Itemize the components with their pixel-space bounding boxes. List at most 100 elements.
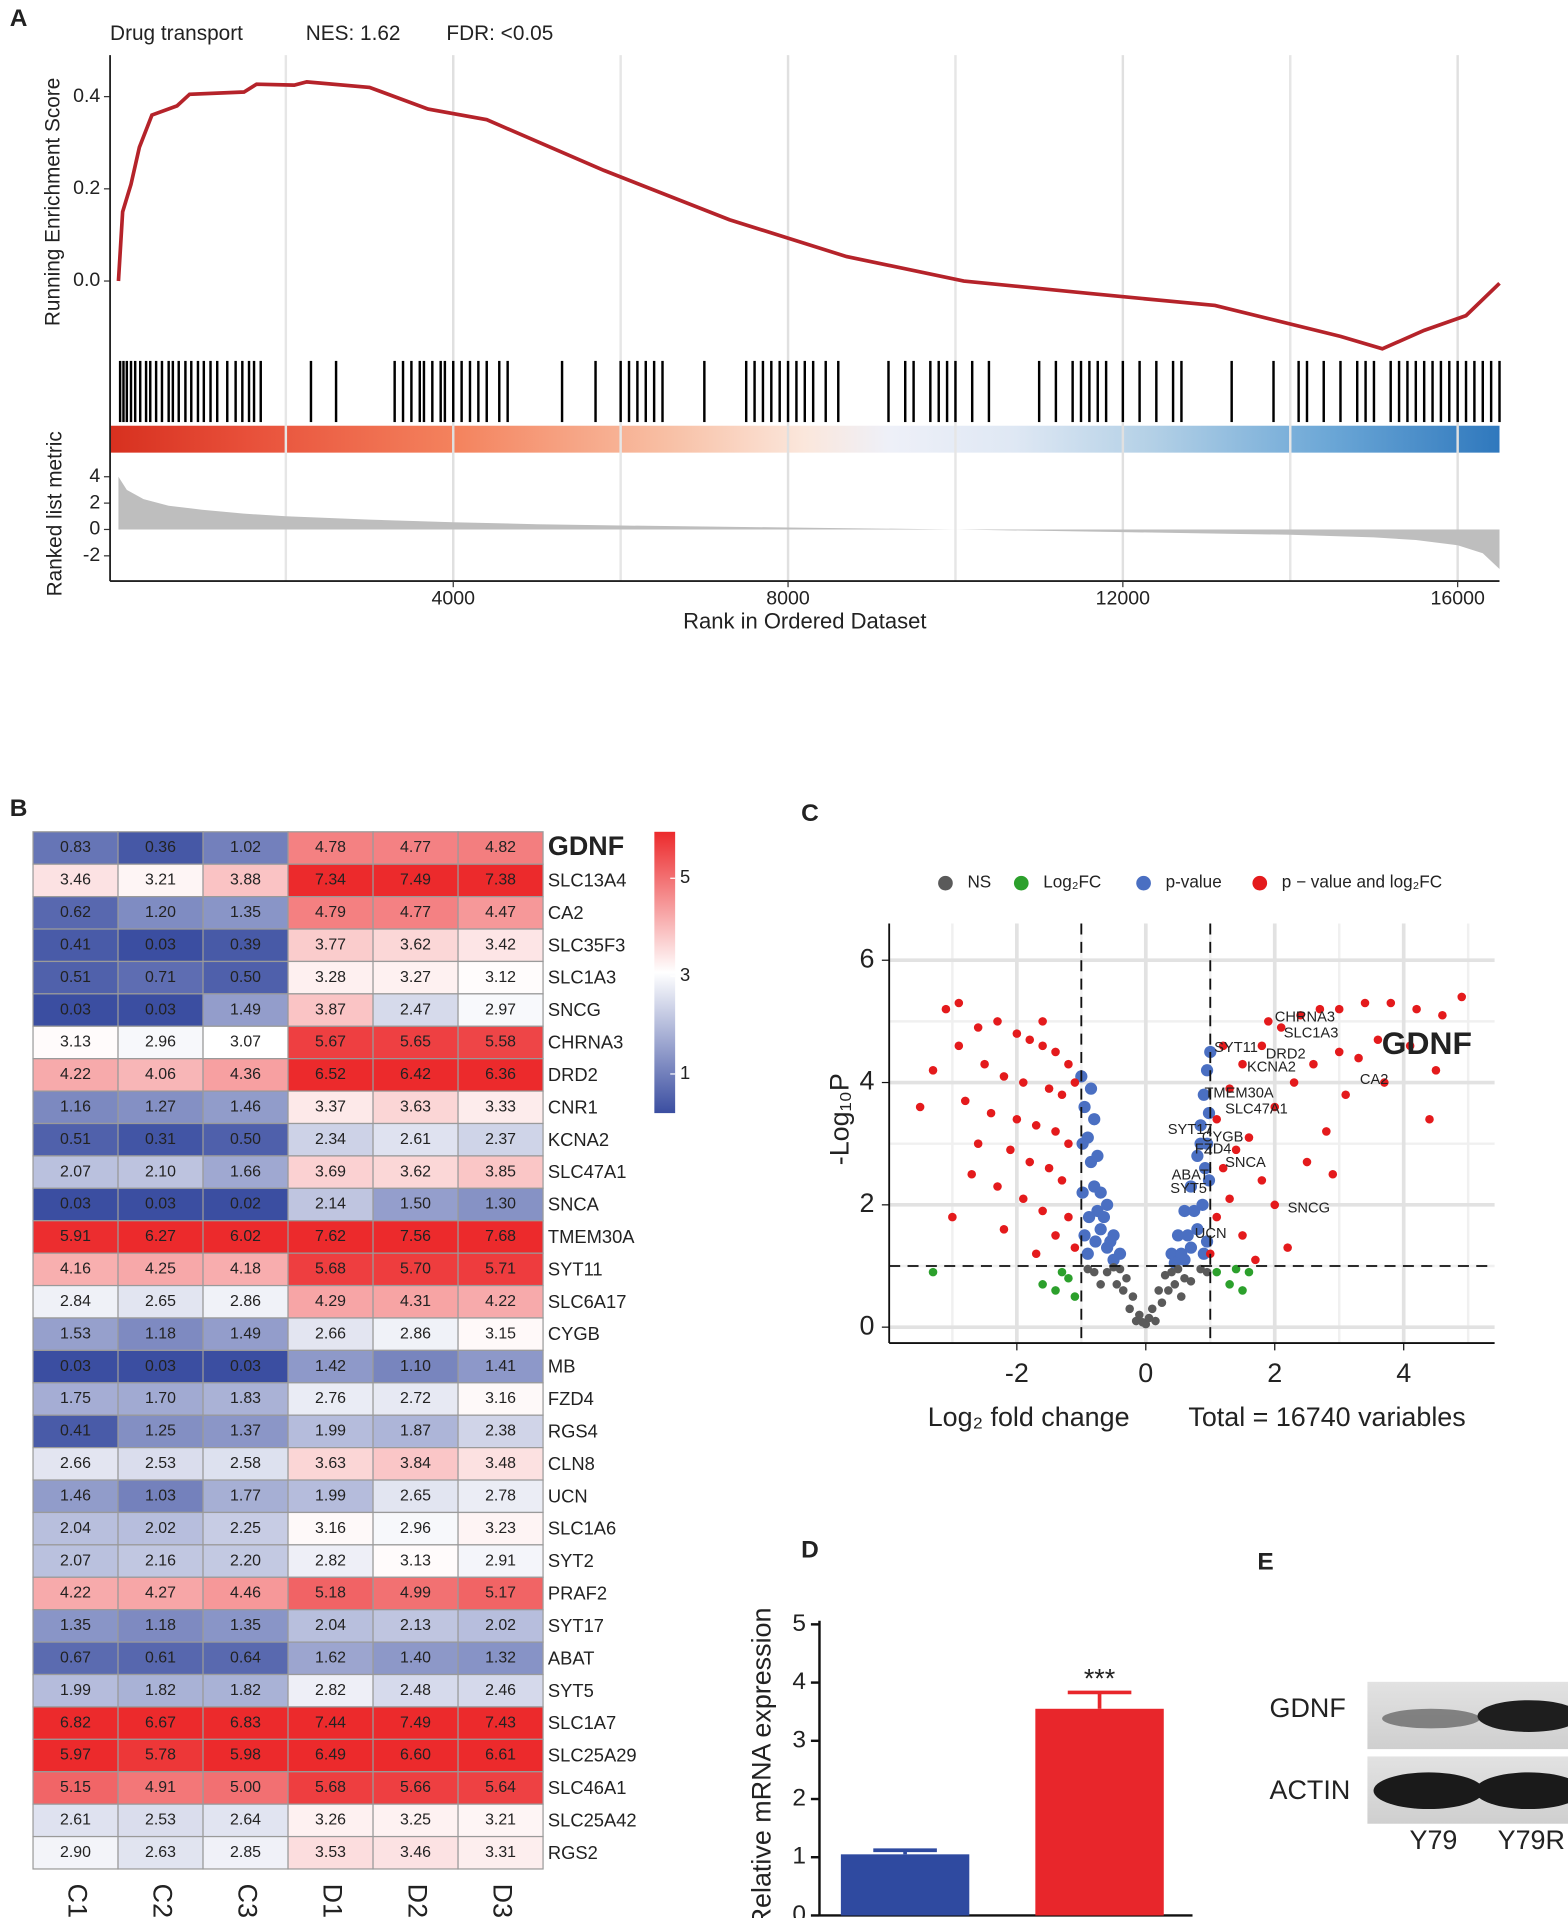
row-label: TMEM30A: [548, 1226, 635, 1247]
cell-label: 1.83: [230, 1390, 261, 1407]
heatmap-cell: [457, 1771, 544, 1805]
heatmap-cell: [372, 1317, 459, 1351]
legend-swatch: [1013, 875, 1029, 891]
heatmap-cell: [202, 1511, 289, 1546]
heatmap-cell: [117, 993, 204, 1027]
data-point: [1218, 1041, 1228, 1051]
heatmap-cell: [117, 1058, 204, 1092]
data-point: [1257, 1176, 1267, 1185]
y-tick-label: -2: [83, 544, 100, 566]
data-point: [993, 1182, 1002, 1191]
data-point: [1270, 1102, 1280, 1112]
data-point: [1051, 1286, 1060, 1295]
row-label: RGS4: [548, 1420, 598, 1441]
rank-color-strip: [110, 425, 1500, 453]
data-point: [1082, 1210, 1096, 1224]
colorbar-label: 1: [680, 1062, 690, 1083]
heatmap-cell: [457, 993, 544, 1027]
data-point: [1094, 1223, 1107, 1236]
heatmap-cell: [457, 1317, 544, 1351]
data-point: [999, 1072, 1009, 1081]
cell-label: 1.99: [315, 1423, 346, 1440]
cell-label: 7.68: [485, 1228, 516, 1245]
data-point: [1031, 1121, 1041, 1130]
blot-lane-label: Y79: [1410, 1825, 1458, 1855]
data-point: [1188, 1204, 1201, 1218]
cell-label: 6.42: [400, 1066, 431, 1083]
data-point: [1212, 1267, 1222, 1277]
heatmap-cell: [117, 1609, 204, 1643]
cell-label: 2.48: [400, 1682, 431, 1699]
cell-label: 3.84: [400, 1455, 431, 1472]
cell-label: 3.31: [485, 1844, 516, 1861]
cell-label: 0.03: [145, 1358, 176, 1375]
data-point: [1084, 1082, 1098, 1095]
row-label: SLC1A7: [548, 1712, 616, 1733]
cell-label: 3.62: [400, 1163, 431, 1180]
data-point: [1386, 998, 1396, 1008]
data-point: [1081, 1247, 1094, 1260]
heatmap-cell: [372, 1673, 459, 1708]
data-point: [1128, 1292, 1138, 1301]
cell-label: 2.53: [145, 1455, 176, 1472]
heatmap-cell: [457, 1252, 544, 1287]
heatmap-cell: [372, 1479, 459, 1514]
heatmap-cell: [32, 1673, 119, 1708]
cell-label: 6.82: [60, 1714, 91, 1731]
heatmap-cell: [202, 1835, 289, 1870]
data-point: [1197, 1088, 1210, 1101]
heatmap-cell: [372, 1706, 459, 1740]
cell-label: 0.39: [230, 936, 261, 953]
cell-label: 1.16: [60, 1099, 91, 1116]
cell-label: 1.27: [145, 1099, 176, 1116]
data-point: [1257, 1041, 1267, 1051]
data-point: [941, 1004, 951, 1014]
heatmap-cell: [372, 1803, 459, 1838]
heatmap-cell: [287, 1349, 374, 1384]
data-point: [1025, 1035, 1035, 1045]
western-blot: [1367, 1681, 1568, 1824]
row-label: KCNA2: [548, 1129, 609, 1150]
cell-label: 4.91: [145, 1779, 176, 1796]
data-point: [1212, 1212, 1222, 1222]
heatmap-cell: [287, 1317, 374, 1351]
cell-label: 0.02: [230, 1196, 261, 1213]
heatmap-cell: [287, 831, 374, 865]
data-point: [1051, 1127, 1060, 1136]
heatmap-cell: [202, 831, 289, 865]
heatmap-cell: [457, 1447, 544, 1481]
data-point: [1315, 1004, 1325, 1014]
y-axis-label: -Log₁₀P: [825, 1073, 855, 1165]
data-point: [1138, 1317, 1147, 1327]
heatmap-cell: [287, 1187, 374, 1222]
cell-label: 0.03: [60, 1358, 91, 1375]
heatmap-cell: [457, 1706, 544, 1740]
cell-label: 7.43: [485, 1714, 516, 1731]
data-point: [1218, 1163, 1228, 1173]
cell-label: 4.79: [315, 904, 346, 921]
heatmap-cell: [32, 1803, 119, 1838]
data-point: [1264, 1017, 1273, 1026]
data-point: [1089, 1235, 1102, 1248]
cell-label: 2.97: [485, 1001, 516, 1018]
data-point: [1405, 1041, 1415, 1051]
heatmap-cell: [457, 1414, 544, 1449]
cell-label: 7.62: [315, 1228, 346, 1245]
data-point: [1070, 1078, 1080, 1087]
data-point: [1238, 1286, 1247, 1295]
data-point: [1044, 1084, 1054, 1093]
cell-label: 5.58: [485, 1034, 516, 1051]
y-tick-label: 4: [860, 1066, 875, 1096]
cell-label: 7.38: [485, 872, 516, 889]
heatmap-cell: [287, 1479, 374, 1514]
cell-label: 5.00: [230, 1779, 261, 1796]
data-point: [1160, 1270, 1170, 1280]
heatmap-cell: [457, 1025, 544, 1060]
y-axis-label: Relative mRNA expression: [746, 1608, 776, 1918]
heatmap-cell: [32, 863, 119, 898]
data-point: [1112, 1280, 1122, 1289]
row-label: SLC1A6: [548, 1518, 616, 1539]
cell-label: 2.25: [230, 1520, 261, 1537]
legend-label: NS: [967, 873, 991, 892]
cell-label: 6.83: [230, 1714, 261, 1731]
